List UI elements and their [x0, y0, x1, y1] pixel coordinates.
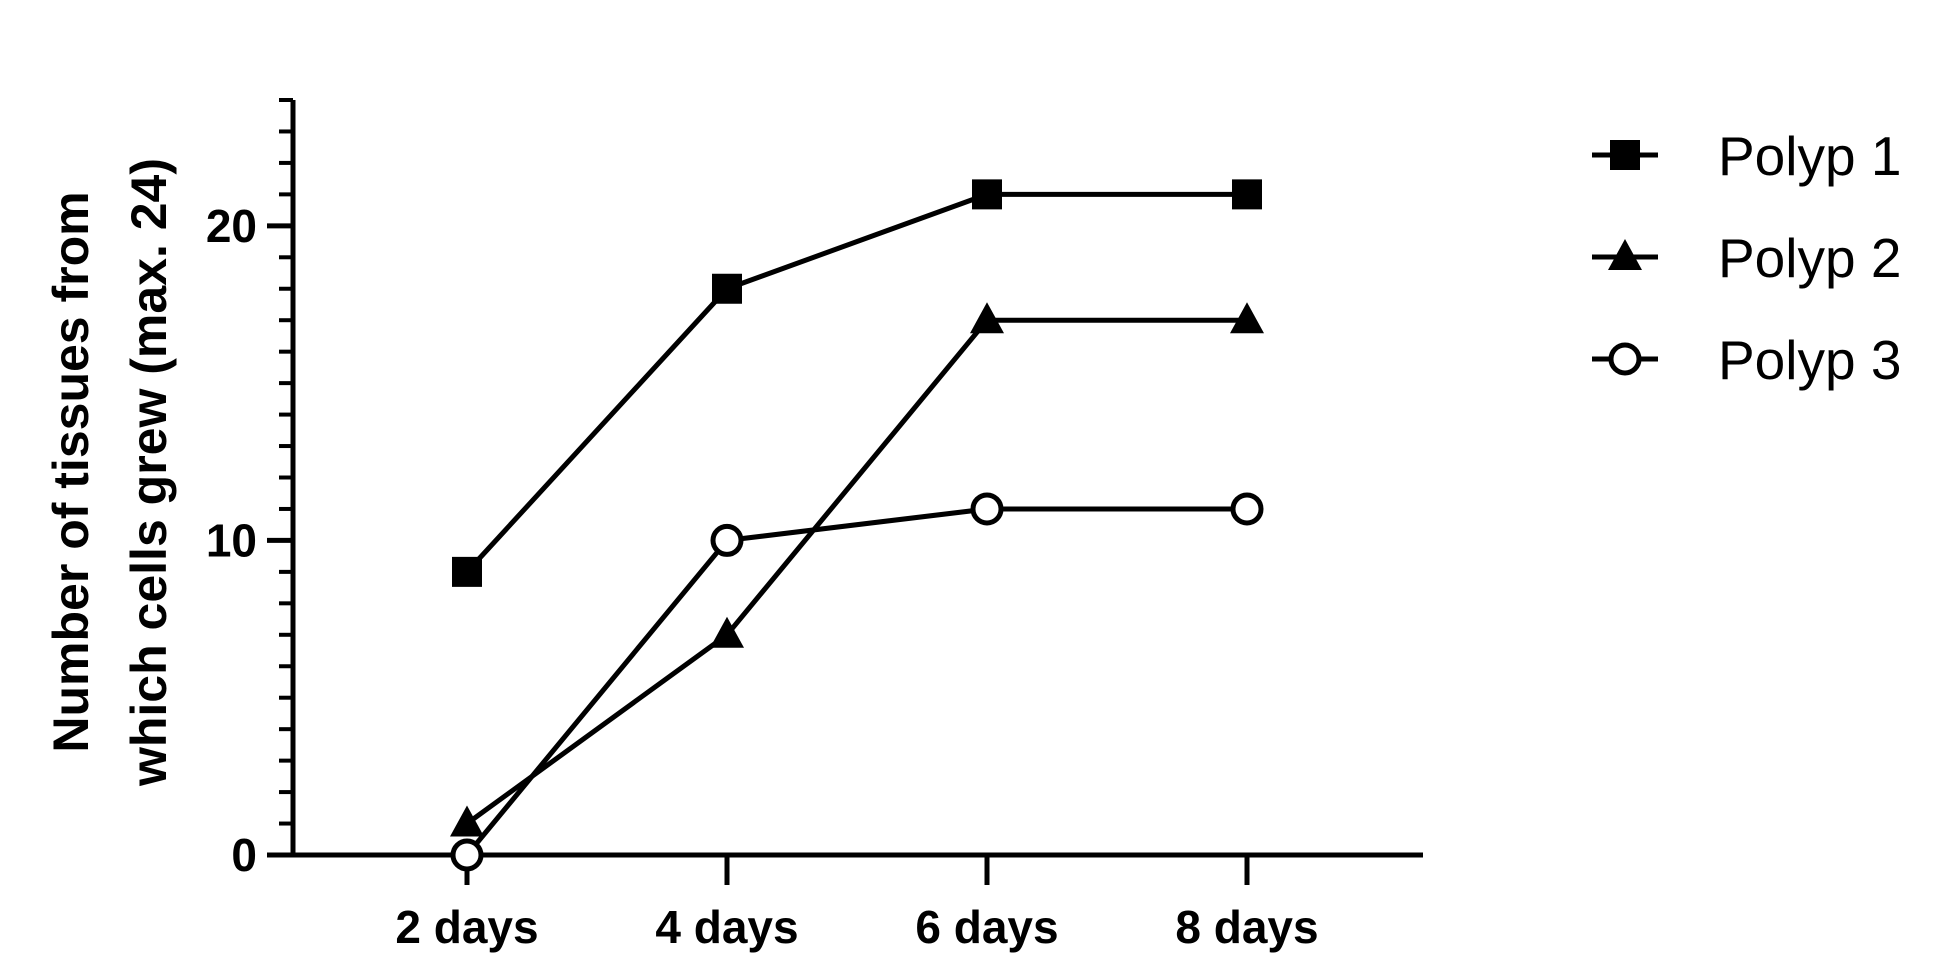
y-tick-label: 0: [231, 829, 257, 881]
data-point: [710, 616, 744, 648]
y-tick-label: 10: [206, 514, 257, 566]
legend-label: Polyp 3: [1718, 329, 1901, 391]
data-point: [450, 805, 484, 837]
data-point: [1232, 179, 1262, 210]
legend-entry: Polyp 2: [1592, 227, 1901, 289]
y-axis-title-line-1: Number of tissues from: [43, 191, 99, 752]
legend-label: Polyp 1: [1718, 125, 1901, 187]
legend-label: Polyp 2: [1718, 227, 1901, 289]
series-line: [465, 191, 1247, 574]
series-line: [465, 317, 1247, 826]
legend-marker: [1608, 239, 1642, 270]
legend-entry: Polyp 1: [1592, 125, 1901, 187]
data-point: [450, 838, 484, 872]
data-point: [972, 179, 1002, 210]
data-point: [970, 492, 1004, 526]
x-tick-label: 2 days: [395, 901, 538, 953]
legend-marker: [1608, 342, 1642, 376]
series-3: [450, 492, 1264, 872]
legend: Polyp 1 Polyp 2 Polyp 3: [1592, 125, 1901, 391]
data-point: [710, 523, 744, 557]
legend-marker: [1610, 140, 1640, 170]
legend-entry: Polyp 3: [1592, 329, 1901, 391]
y-minor-ticks: [279, 98, 293, 826]
data-point: [452, 556, 482, 587]
y-major-ticks: 0 10 20: [206, 200, 293, 881]
x-ticks: 2 days 4 days 6 days 8 days: [395, 855, 1319, 953]
data-point: [970, 302, 1004, 334]
x-tick-label: 6 days: [915, 901, 1058, 953]
series-line: [465, 506, 1247, 857]
y-axis-title-line-2: which cells grew (max. 24): [121, 158, 177, 787]
x-tick-label: 4 days: [655, 901, 798, 953]
series-group: [450, 179, 1264, 872]
x-tick-label: 8 days: [1175, 901, 1318, 953]
series-2: [450, 302, 1264, 837]
data-point: [712, 273, 742, 304]
y-axis-title: Number of tissues from which cells grew …: [43, 158, 177, 787]
series-1: [452, 179, 1262, 587]
data-point: [1230, 492, 1264, 526]
y-tick-label: 20: [206, 200, 257, 252]
data-point: [1230, 302, 1264, 334]
